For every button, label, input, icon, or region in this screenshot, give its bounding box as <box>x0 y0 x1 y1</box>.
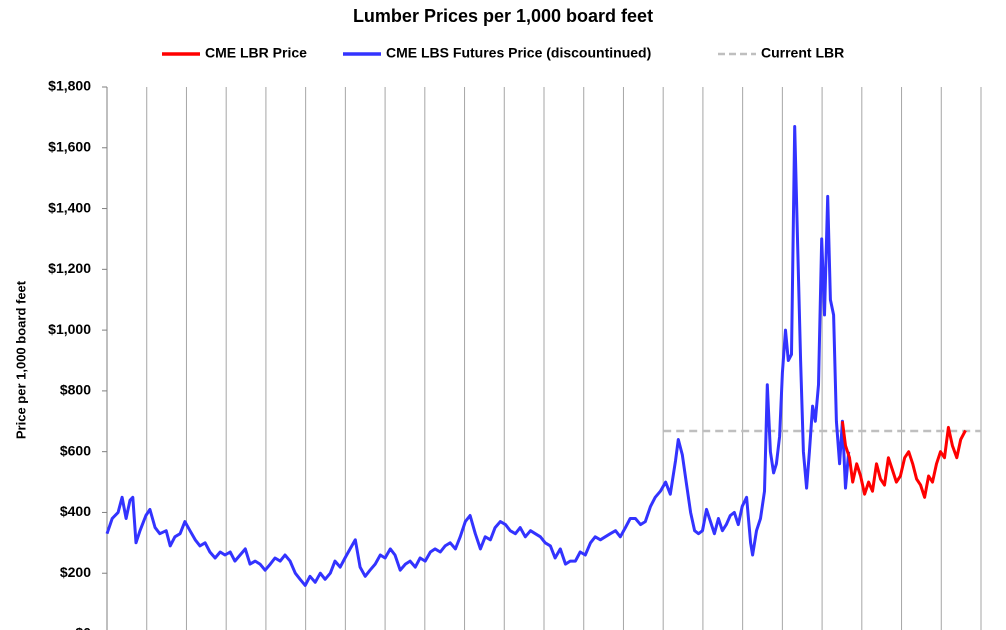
y-tick-label: $1,000 <box>48 321 91 337</box>
y-tick-label: $1,800 <box>48 78 91 94</box>
legend-label: CME LBS Futures Price (discountinued) <box>386 45 651 61</box>
legend-label: CME LBR Price <box>205 45 307 61</box>
y-tick-label: $400 <box>60 503 91 519</box>
y-tick-label: $1,600 <box>48 138 91 154</box>
data-line <box>840 421 967 499</box>
y-tick-label: $1,200 <box>48 260 91 276</box>
legend-label: Current LBR <box>761 45 844 61</box>
y-tick-label: $1,400 <box>48 199 91 215</box>
y-tick-label: $0 <box>75 625 91 630</box>
y-axis-label: Price per 1,000 board feet <box>13 280 28 439</box>
data-line <box>105 125 851 587</box>
y-tick-label: $600 <box>60 442 91 458</box>
y-tick-label: $200 <box>60 564 91 580</box>
y-tick-label: $800 <box>60 382 91 398</box>
chart-title: Lumber Prices per 1,000 board feet <box>353 6 653 26</box>
